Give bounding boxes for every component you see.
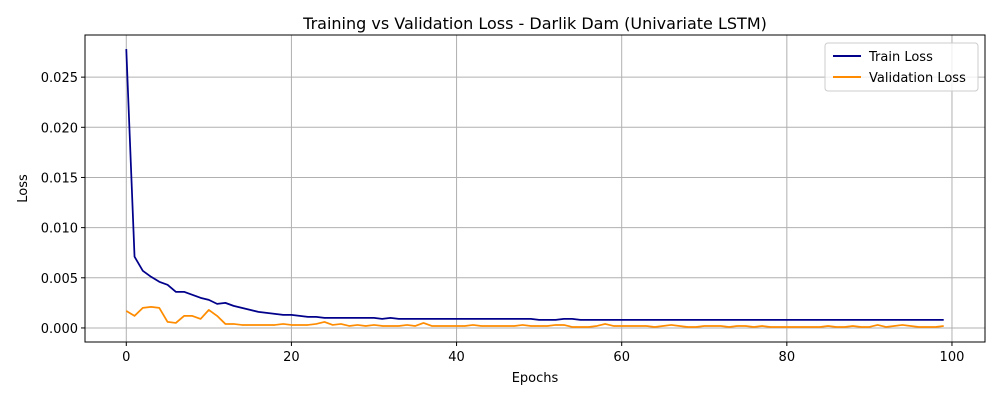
ticks: 0 20 40 60 80 100 0.000 0.005 0.010 0.015 0.020 0.0… [41, 71, 965, 365]
x-tick-label: 40 [448, 350, 465, 365]
y-tick-label: 0.005 [41, 272, 78, 287]
x-axis-label: Epochs [512, 371, 559, 386]
legend-box [824, 42, 979, 92]
y-tick-label: 0.015 [41, 171, 78, 186]
series-line-validation-loss [125, 306, 944, 328]
y-tick-label: 0.000 [41, 322, 78, 337]
y-axis-label: Loss [16, 174, 31, 203]
legend-label-train-loss: Train Loss [868, 50, 933, 65]
x-tick-label: 100 [940, 350, 965, 365]
x-tick-label: 60 [613, 350, 630, 365]
y-tick-label: 0.025 [41, 71, 78, 86]
y-tick-label: 0.010 [41, 222, 78, 237]
series-line-train-loss [125, 49, 944, 321]
y-tick-label: 0.020 [41, 121, 78, 136]
chart-title: Training vs Validation Loss - Darlik Dam… [302, 14, 767, 33]
legend: Train Loss Validation Loss [824, 42, 979, 92]
x-tick-label: 80 [779, 350, 796, 365]
legend-label-validation-loss: Validation Loss [869, 71, 966, 86]
grid [85, 35, 985, 342]
series-layer [125, 49, 944, 328]
x-tick-label: 20 [283, 350, 300, 365]
x-tick-label: 0 [122, 350, 130, 365]
plot-frame [84, 34, 986, 343]
